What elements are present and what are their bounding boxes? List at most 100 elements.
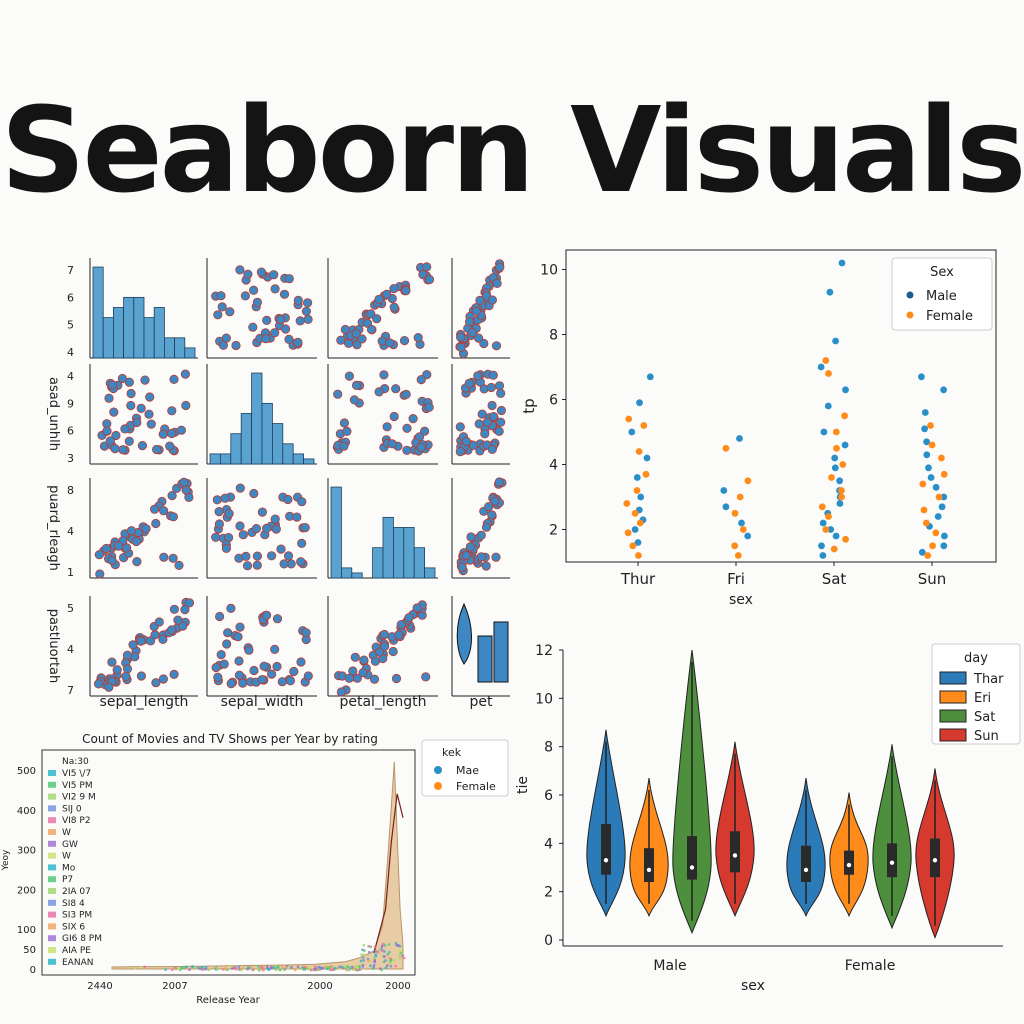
legend-swatch (48, 899, 56, 906)
strip-point (924, 552, 932, 559)
scatter-mark (201, 966, 204, 969)
scatter-mark (320, 967, 323, 970)
scatter-point (131, 536, 141, 547)
scatter-point (359, 655, 369, 665)
strip-point (940, 542, 948, 550)
scatter-mark (398, 954, 401, 957)
scatter-point (145, 392, 155, 402)
plot-frame (565, 249, 997, 563)
scatter-point (272, 661, 282, 672)
legend-marker (906, 311, 914, 319)
strip-point (744, 477, 752, 485)
strip-point (918, 548, 926, 556)
scatter-point (374, 294, 384, 304)
y-tick-label: 400 (17, 806, 36, 817)
scatter-mark (389, 959, 392, 962)
scatter-point (221, 543, 231, 553)
scatter-point (351, 380, 362, 390)
legend-label: VI5 PM (62, 781, 93, 791)
scatter-point (389, 283, 399, 294)
scatter-point (270, 514, 280, 524)
tick-label: 4 (67, 370, 74, 383)
strip-point (832, 428, 840, 436)
x-tick-label: Sat (822, 570, 847, 588)
histogram-bar (251, 372, 263, 465)
scatter-mark (143, 965, 146, 969)
scatter-point (457, 562, 467, 572)
scatter-point (132, 556, 142, 567)
strip-point (842, 386, 849, 394)
strip-point (920, 506, 928, 514)
legend-label: Male (926, 289, 957, 304)
scatter-point (104, 393, 114, 403)
scatter-mark (352, 966, 355, 969)
scatter-mark (327, 966, 330, 970)
histogram-bar (230, 433, 242, 465)
scatter-point (389, 302, 399, 312)
scatter-point (216, 291, 226, 301)
scatter-point (279, 559, 289, 569)
tick-label: 6 (67, 425, 74, 438)
scatter-mark (275, 966, 279, 969)
scatter-mark (380, 947, 383, 951)
scatter-mark (394, 942, 398, 945)
strip-point (631, 509, 639, 517)
strip-point (818, 542, 825, 550)
scatter-mark (318, 965, 321, 969)
strip-point (736, 435, 743, 442)
histogram-bar (102, 317, 114, 359)
scatter-point (152, 444, 162, 455)
strip-point (631, 526, 639, 533)
scatter-point (466, 532, 476, 542)
scatter-point (404, 613, 414, 623)
scatter-point (296, 557, 306, 567)
y-tick-label: 0 (30, 965, 36, 976)
scatter-mark (340, 965, 343, 968)
strip-point (625, 415, 633, 423)
scatter-mark (383, 960, 386, 963)
scatter-mark (370, 959, 373, 962)
scatter-mark (228, 965, 232, 968)
scatter-point (402, 423, 412, 433)
scatter-mark (332, 965, 335, 968)
scatter-mark (332, 968, 335, 971)
scatter-point (476, 530, 486, 540)
histogram-bar (174, 337, 186, 359)
scatter-point (137, 441, 147, 451)
scatter-point (382, 289, 392, 299)
scatter-point (301, 628, 311, 638)
scatter-point (277, 677, 287, 687)
legend-title: kek (442, 746, 462, 759)
scatter-mark (366, 957, 370, 961)
scatter-point (276, 544, 286, 554)
scatter-mark (279, 968, 282, 972)
scatter-point (487, 444, 497, 454)
scatter-point (144, 409, 154, 419)
scatter-mark (338, 965, 341, 969)
scatter-point (169, 669, 179, 679)
legend-swatch (48, 781, 56, 788)
legend-swatch (48, 958, 56, 965)
scatter-mark (323, 966, 326, 969)
scatter-point (419, 426, 430, 436)
scatter-mark (223, 967, 227, 970)
legend-label: Female (926, 309, 973, 324)
histogram-bar (372, 547, 384, 579)
scatter-point (421, 672, 431, 682)
histogram-bar (413, 547, 426, 579)
scatter-mark (240, 968, 243, 972)
y-tick-label: 2 (549, 523, 558, 539)
x-axis-label: sex (729, 592, 753, 608)
scatter-mark (222, 968, 225, 971)
scatter-mark (401, 954, 404, 957)
scatter-mark (351, 965, 354, 969)
scatter-point (179, 477, 189, 487)
scatter-point (146, 419, 156, 429)
scatter-mark (349, 966, 352, 969)
scatter-point (340, 324, 350, 335)
trend-line (373, 793, 404, 954)
scatter-point (252, 560, 262, 570)
legend-swatch (48, 852, 56, 859)
scatter-mark (387, 951, 390, 955)
scatter-point (169, 374, 179, 384)
